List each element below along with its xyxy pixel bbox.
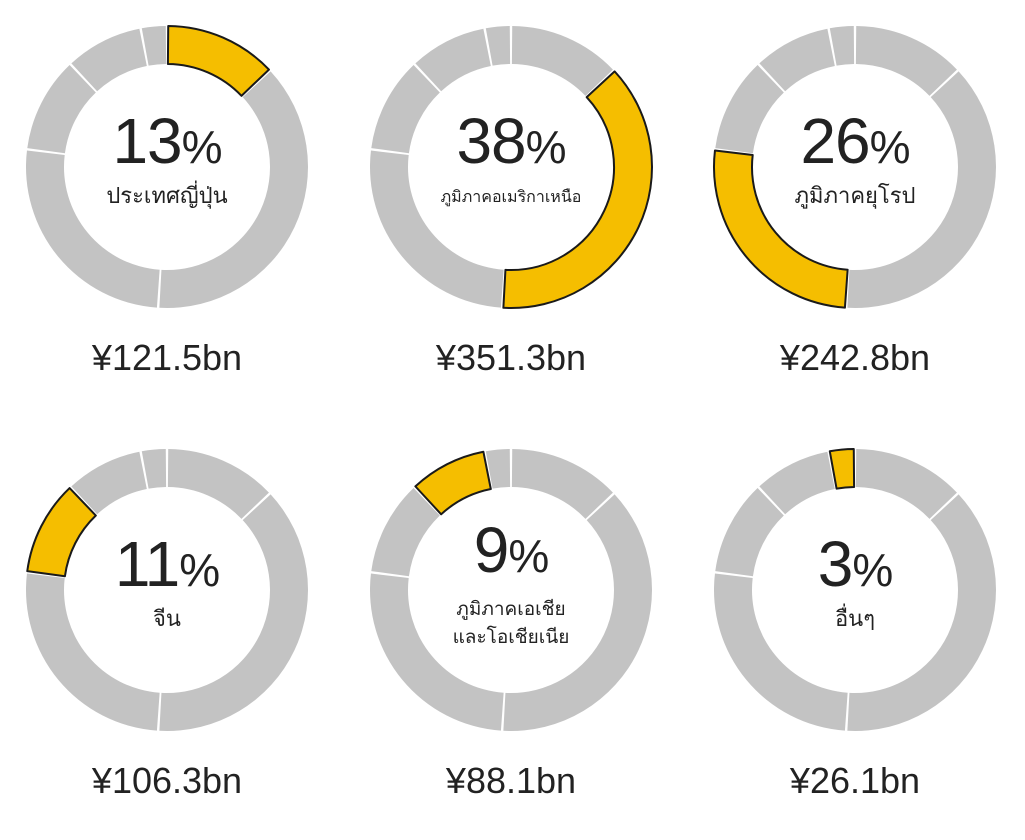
value-label: ¥121.5bn (91, 337, 243, 378)
percent-label: 13% (17, 109, 317, 179)
donut-slice-highlight (713, 149, 849, 309)
donut-ring (25, 25, 308, 308)
donut-slice (855, 449, 957, 519)
percent-sign: % (508, 530, 549, 582)
donut-chart-5: 9% ภูมิภาคเอเชียและโอเชียเนีย ¥88.1bn (361, 440, 661, 840)
donut-chart-1: 13% ประเทศญี่ปุ่น ¥121.5bn (17, 17, 317, 417)
percent-sign: % (852, 544, 893, 596)
donut-slice-highlight (414, 450, 492, 516)
donut-chart-grid: 13% ประเทศญี่ปุ่น ¥121.5bn 38% ภูมิภาคอเมริก… (17, 17, 1005, 801)
donut-slice (715, 65, 784, 154)
donut-slice (25, 573, 160, 731)
region-label: ภูมิภาคอเมริกาเหนือ (440, 187, 582, 206)
donut-slice (141, 449, 167, 489)
region-label: ภูมิภาคยุโรป (794, 184, 916, 209)
percent-number: 13 (112, 105, 182, 177)
donut-chart-4: 11% จีน ¥106.3bn (17, 440, 317, 840)
donut-slice (71, 28, 147, 92)
percent-label: 9% (361, 518, 661, 588)
percent-number: 26 (800, 105, 870, 177)
donut-slice-highlight (502, 70, 653, 309)
donut-slice (847, 494, 996, 731)
donut-slice (713, 573, 848, 731)
donut-chart-6: 3% อื่นๆ ¥26.1bn (705, 440, 1005, 840)
region-label-line: ภูมิภาคเอเชีย (456, 598, 566, 620)
donut-slice (71, 451, 147, 515)
percent-number: 9 (473, 514, 510, 586)
donut-ring (25, 449, 308, 731)
donut-ring (713, 26, 996, 309)
donut-ring (369, 449, 652, 731)
donut-slice (369, 573, 504, 731)
donut-slice (759, 28, 835, 92)
percent-sign: % (525, 121, 567, 173)
region-label-line: และโอเชียเนีย (452, 626, 570, 648)
percent-label: 3% (705, 532, 1005, 602)
donut-slice (369, 150, 504, 308)
value-label: ¥242.8bn (779, 337, 931, 378)
donut-slice (485, 449, 511, 489)
donut-slice (503, 494, 652, 731)
percent-number: 11 (114, 528, 180, 600)
donut-slice (759, 451, 835, 515)
value-label: ¥26.1bn (789, 760, 921, 801)
donut-slice (715, 488, 784, 577)
percent-sign: % (179, 544, 220, 596)
donut-slice (25, 150, 160, 308)
percent-sign: % (181, 121, 223, 173)
donut-chart-2: 38% ภูมิภาคอเมริกาเหนือ ¥351.3bn (361, 17, 661, 417)
donut-slice (847, 71, 996, 308)
value-label: ¥88.1bn (445, 760, 577, 801)
donut-ring (713, 448, 996, 731)
region-label: ภูมิภาคเอเชียและโอเชียเนีย (421, 595, 601, 651)
donut-slice (371, 65, 440, 154)
donut-slice-highlight (828, 448, 856, 490)
donut-chart-3: 26% ภูมิภาคยุโรป ¥242.8bn (705, 17, 1005, 417)
donut-slice (829, 26, 855, 66)
value-label: ¥106.3bn (91, 760, 243, 801)
donut-slice (511, 449, 613, 519)
region-label: อื่นๆ (834, 607, 876, 632)
percent-sign: % (869, 121, 911, 173)
donut-slice (855, 26, 957, 96)
percent-number: 38 (456, 105, 526, 177)
donut-slice (485, 26, 511, 66)
donut-slice (141, 26, 167, 66)
percent-label: 11% (17, 532, 317, 602)
percent-label: 38% (361, 109, 661, 179)
donut-slice (167, 449, 269, 519)
donut-ring (369, 26, 653, 309)
donut-slice-highlight (166, 25, 270, 97)
value-label: ¥351.3bn (435, 337, 587, 378)
donut-slice (415, 28, 491, 92)
region-label: ประเทศญี่ปุ่น (106, 184, 228, 209)
donut-slice (511, 26, 613, 96)
donut-slice (371, 488, 440, 577)
donut-slice (159, 71, 308, 308)
region-label: จีน (153, 607, 181, 632)
donut-slice (27, 65, 96, 154)
donut-slice (159, 494, 308, 731)
percent-label: 26% (705, 109, 1005, 179)
percent-number: 3 (817, 528, 854, 600)
donut-slice-highlight (26, 487, 97, 578)
